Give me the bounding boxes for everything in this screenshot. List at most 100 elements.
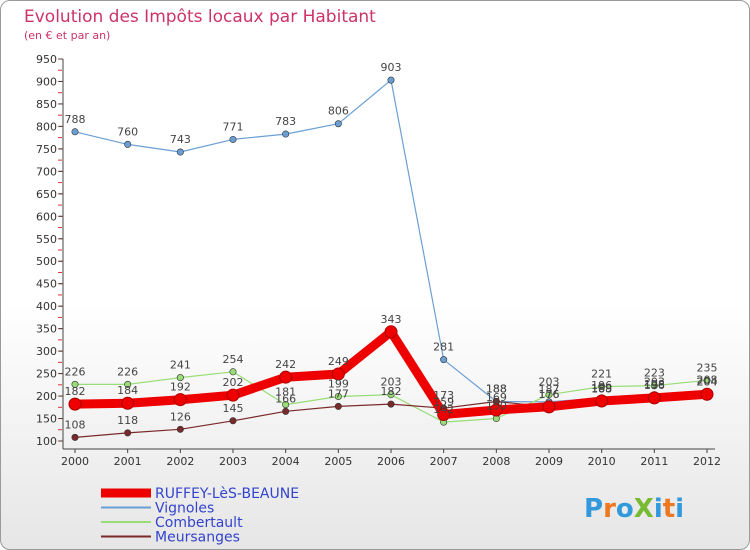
data-label-combertault: 226 — [65, 365, 86, 378]
data-point-combertault — [650, 382, 658, 390]
data-label-ruffey-l-s-beaune: 204 — [697, 375, 718, 388]
data-label-meursanges: 145 — [223, 402, 244, 415]
data-label-meursanges: 208 — [697, 373, 718, 386]
x-tick-label: 2001 — [114, 455, 142, 468]
data-label-ruffey-l-s-beaune: 184 — [117, 384, 138, 397]
data-point-ruffey-l-s-beaune — [173, 393, 187, 407]
y-tick-label: 150 — [36, 413, 57, 426]
x-tick-label: 2008 — [482, 455, 510, 468]
data-point-vignoles — [71, 128, 79, 136]
data-label-meursanges: 108 — [65, 418, 86, 431]
data-point-combertault — [387, 391, 395, 399]
data-point-meursanges — [387, 400, 395, 408]
data-point-ruffey-l-s-beaune — [68, 397, 82, 411]
data-point-combertault — [229, 368, 237, 376]
data-point-ruffey-l-s-beaune — [700, 387, 714, 401]
data-label-meursanges: 188 — [591, 382, 612, 395]
x-tick-label: 2006 — [377, 455, 405, 468]
data-point-vignoles — [229, 135, 237, 143]
chart-title: Evolution des Impôts locaux par Habitant — [24, 7, 376, 27]
data-point-combertault — [703, 376, 711, 384]
legend-label-meursanges: Meursanges — [155, 530, 240, 546]
y-tick-label: 950 — [36, 53, 57, 66]
data-label-meursanges: 173 — [433, 389, 454, 402]
data-label-ruffey-l-s-beaune: 343 — [381, 313, 402, 326]
data-label-meursanges: 118 — [117, 414, 138, 427]
data-label-combertault: 199 — [328, 378, 349, 391]
data-point-vignoles — [176, 148, 184, 156]
data-point-combertault — [176, 374, 184, 382]
y-tick-label: 550 — [36, 233, 57, 246]
data-point-vignoles — [124, 140, 132, 148]
y-tick-label: 200 — [36, 390, 57, 403]
legend-label-ruffey-l-s-beaune: RUFFEY-LèS-BEAUNE — [155, 486, 299, 502]
data-label-ruffey-l-s-beaune: 159 — [433, 395, 454, 408]
data-point-meursanges — [334, 402, 342, 410]
data-label-combertault: 203 — [539, 376, 560, 389]
data-label-meursanges: 182 — [381, 385, 402, 398]
data-label-combertault: 241 — [170, 359, 191, 372]
legend-label-combertault: Combertault — [155, 515, 243, 531]
x-tick-label: 2005 — [324, 455, 352, 468]
data-point-combertault — [71, 380, 79, 388]
data-label-meursanges: 188 — [486, 382, 507, 395]
y-tick-label: 500 — [36, 255, 57, 268]
data-label-vignoles: 203 — [644, 376, 665, 389]
y-tick-label: 750 — [36, 143, 57, 156]
data-point-vignoles — [387, 76, 395, 84]
data-label-ruffey-l-s-beaune: 176 — [539, 388, 560, 401]
data-point-meursanges — [71, 433, 79, 441]
y-tick-label: 350 — [36, 323, 57, 336]
data-point-vignoles — [282, 130, 290, 138]
series-points — [68, 76, 714, 441]
data-label-vignoles: 783 — [275, 115, 296, 128]
x-tick-label: 2007 — [430, 455, 458, 468]
y-tick-label: 900 — [36, 75, 57, 88]
data-label-vignoles: 281 — [433, 341, 454, 354]
data-point-vignoles — [440, 356, 448, 364]
x-tick-label: 2010 — [588, 455, 616, 468]
data-label-combertault: 142 — [433, 403, 454, 416]
data-label-ruffey-l-s-beaune: 189 — [591, 382, 612, 395]
data-label-combertault: 254 — [223, 353, 244, 366]
data-point-combertault — [334, 393, 342, 401]
data-point-ruffey-l-s-beaune — [226, 388, 240, 402]
y-tick-label: 400 — [36, 300, 57, 313]
data-label-combertault: 150 — [486, 400, 507, 413]
y-tick-label: 600 — [36, 210, 57, 223]
data-point-ruffey-l-s-beaune — [489, 403, 503, 417]
y-tick-label: 100 — [36, 435, 57, 448]
y-tick-label: 800 — [36, 120, 57, 133]
data-label-combertault: 181 — [275, 386, 296, 399]
data-label-ruffey-l-s-beaune: 182 — [65, 385, 86, 398]
data-label-vignoles: 903 — [381, 61, 402, 74]
data-label-ruffey-l-s-beaune: 192 — [170, 381, 191, 394]
y-tick-label: 450 — [36, 278, 57, 291]
data-label-meursanges: 176 — [539, 388, 560, 401]
y-tick-label: 700 — [36, 165, 57, 178]
data-point-ruffey-l-s-beaune — [121, 396, 135, 410]
chart-subtitle: (en € et par an) — [24, 29, 110, 42]
y-tick-label: 250 — [36, 368, 57, 381]
data-label-meursanges: 166 — [275, 392, 296, 405]
y-tick-label: 850 — [36, 98, 57, 111]
x-tick-label: 2009 — [535, 455, 563, 468]
data-label-ruffey-l-s-beaune: 249 — [328, 355, 349, 368]
data-point-ruffey-l-s-beaune — [437, 407, 451, 421]
data-point-meursanges — [124, 429, 132, 437]
data-point-ruffey-l-s-beaune — [595, 394, 609, 408]
x-tick-label: 2003 — [219, 455, 247, 468]
data-point-combertault — [282, 401, 290, 409]
axes: 100 150 200 250 300 350 400 450 500 550 600 650 700 7… — [36, 53, 721, 468]
x-tick-label: 2012 — [693, 455, 721, 468]
data-point-combertault — [124, 380, 132, 388]
data-label-combertault: 226 — [117, 365, 138, 378]
legend: RUFFEY-LèS-BEAUNEVignolesCombertaultMeur… — [101, 486, 299, 546]
data-label-vignoles: 188 — [486, 382, 507, 395]
x-tick-label: 2002 — [166, 455, 194, 468]
data-point-combertault — [545, 391, 553, 399]
data-label-combertault: 223 — [644, 367, 665, 380]
data-label-vignoles: 204 — [697, 375, 718, 388]
x-tick-label: 2000 — [61, 455, 89, 468]
